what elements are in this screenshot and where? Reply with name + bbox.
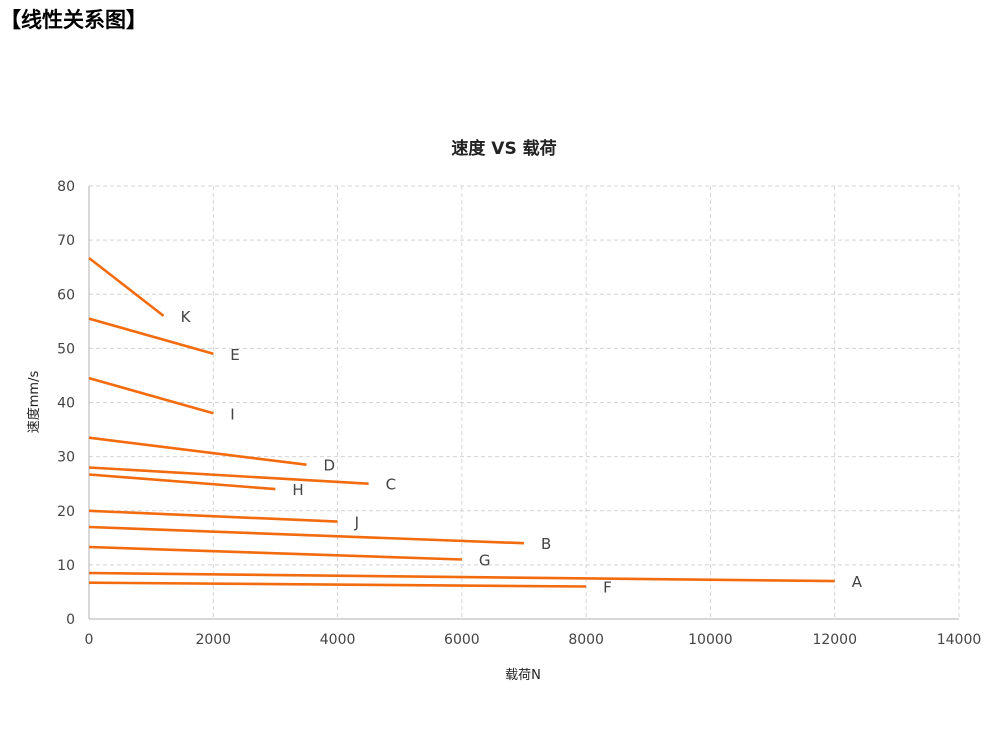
series-lines bbox=[88, 256, 835, 588]
series-label-A: A bbox=[852, 573, 863, 591]
series-line-G bbox=[88, 545, 462, 561]
series-line-J bbox=[88, 509, 338, 523]
y-tick-label: 30 bbox=[57, 450, 75, 466]
y-tick-label: 80 bbox=[57, 179, 75, 195]
y-tick-label: 70 bbox=[57, 233, 75, 249]
x-tick-label: 2000 bbox=[195, 632, 231, 648]
series-label-F: F bbox=[603, 579, 612, 597]
x-tick-label: 6000 bbox=[444, 632, 480, 648]
series-labels: K E I D C H J B G A F bbox=[181, 308, 863, 597]
series-label-B: B bbox=[541, 535, 551, 553]
grid-lines bbox=[89, 185, 960, 619]
series-line-D bbox=[88, 436, 307, 466]
chart-title: 速度 VS 载荷 bbox=[451, 138, 556, 159]
y-tick-label: 20 bbox=[57, 504, 75, 520]
y-tick-label: 40 bbox=[57, 396, 75, 412]
x-tick-label: 10000 bbox=[688, 632, 733, 648]
x-axis-label: 载荷N bbox=[505, 668, 541, 683]
x-tick-label: 4000 bbox=[320, 632, 356, 648]
tick-labels: 0 2000 4000 6000 8000 10000 12000 14000 0 10 20 30 4… bbox=[57, 179, 981, 648]
series-label-H: H bbox=[292, 481, 303, 499]
series-line-B bbox=[88, 525, 525, 545]
series-line-K bbox=[88, 256, 165, 317]
series-label-I: I bbox=[230, 405, 234, 423]
series-label-C: C bbox=[386, 476, 396, 494]
series-line-A bbox=[88, 571, 835, 583]
series-line-H bbox=[88, 473, 276, 491]
series-line-I bbox=[88, 376, 214, 415]
series-label-K: K bbox=[181, 308, 192, 326]
y-tick-label: 50 bbox=[57, 341, 75, 357]
y-tick-label: 0 bbox=[66, 612, 75, 628]
series-line-C bbox=[88, 466, 369, 485]
series-line-E bbox=[88, 317, 214, 356]
x-tick-label: 12000 bbox=[812, 632, 857, 648]
x-tick-label: 0 bbox=[85, 632, 94, 648]
series-label-E: E bbox=[230, 346, 239, 364]
x-tick-label: 8000 bbox=[568, 632, 604, 648]
y-tick-label: 10 bbox=[57, 558, 75, 574]
series-label-D: D bbox=[324, 457, 336, 475]
page-heading: 【线性关系图】 bbox=[0, 8, 147, 32]
x-tick-label: 14000 bbox=[937, 632, 982, 648]
y-axis-label: 速度mm/s bbox=[26, 371, 42, 434]
y-tick-label: 60 bbox=[57, 287, 75, 303]
series-label-J: J bbox=[354, 514, 359, 532]
series-line-F bbox=[88, 581, 587, 588]
series-label-G: G bbox=[479, 551, 491, 569]
